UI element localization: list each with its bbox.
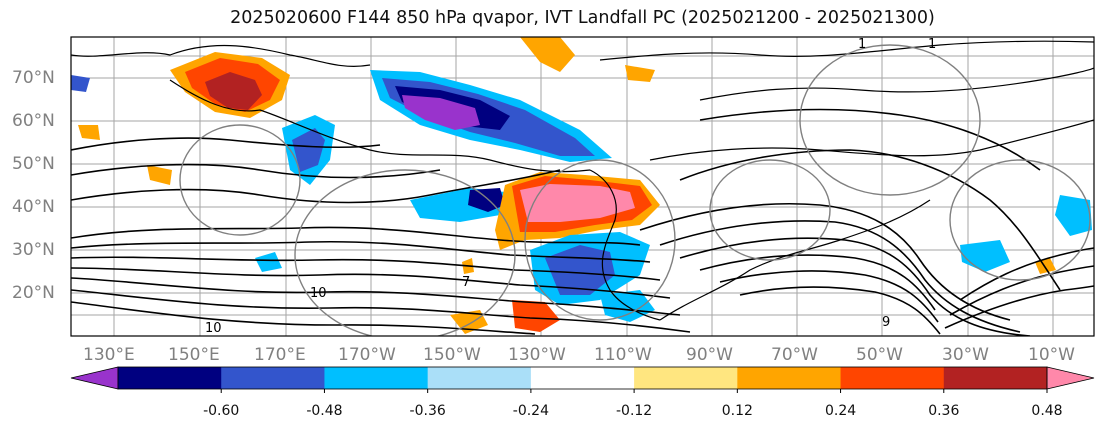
lat-tick-label: 30°N	[12, 240, 55, 260]
lat-tick-label: 20°N	[12, 283, 55, 303]
shade-darkred-bering	[205, 72, 262, 110]
shade-blue-siberia	[71, 75, 90, 92]
shade-orange-atl	[1035, 258, 1056, 274]
colorbar-tick-label: -0.48	[306, 403, 342, 419]
contour-label: 10	[205, 321, 222, 336]
colorbar-segment	[840, 367, 945, 389]
lon-tick-label: 50°W	[856, 345, 903, 365]
lon-tick-label: 150°E	[168, 345, 220, 365]
contour-label: 7	[462, 275, 470, 290]
lon-tick-label: 170°E	[254, 345, 306, 365]
lat-tick-label: 50°N	[12, 154, 55, 174]
lat-axis: 70°N 60°N 50°N 40°N 30°N 20°N	[12, 68, 55, 303]
lat-tick-label: 40°N	[12, 197, 55, 217]
map-title: 2025020600 F144 850 hPa qvapor, IVT Land…	[230, 8, 935, 28]
contour-label: 9	[882, 315, 890, 330]
shade-red-subtrop	[512, 300, 560, 332]
contour-label-group: 10 10 7 1 1 9	[205, 37, 936, 336]
colorbar-extend-low	[70, 366, 119, 390]
colorbar-tick-label: -0.36	[410, 403, 446, 419]
shade-cyan-atl2	[1055, 195, 1092, 236]
colorbar-segment	[530, 367, 635, 389]
lon-tick-label: 150°W	[423, 345, 481, 365]
map-frame	[70, 36, 1095, 337]
colorbar-segment	[427, 367, 532, 389]
colorbar-segment	[221, 367, 325, 389]
colorbar-tick-label: -0.24	[513, 403, 549, 419]
shade-cyan-pac-west	[255, 252, 282, 272]
colorbar-tick-label: 0.48	[1031, 403, 1062, 419]
colorbar-tick-label: 0.36	[928, 403, 959, 419]
shade-purple-gulf	[402, 95, 480, 130]
lat-tick-label: 70°N	[12, 68, 55, 88]
colorbar-outline	[117, 366, 1048, 390]
contour-lines	[71, 108, 1094, 336]
shading-layer	[71, 37, 1092, 334]
shade-orange-pac-west	[147, 165, 172, 185]
shade-blue-npac	[292, 128, 325, 172]
shade-orange-subtrop	[450, 310, 488, 334]
colorbar-tick-label: -0.12	[616, 403, 652, 419]
lon-tick-label: 90°W	[686, 345, 733, 365]
lon-tick-label: 170°W	[338, 345, 396, 365]
colorbar: -0.60 -0.48 -0.36 -0.24 -0.12 0.12 0.24 0.36 0.4…	[70, 366, 1095, 419]
contour-label: 1	[928, 37, 936, 52]
shade-pink-calif	[520, 184, 635, 222]
lon-tick-label: 110°W	[594, 345, 652, 365]
lon-tick-label: 130°E	[83, 345, 135, 365]
lon-tick-label: 70°W	[771, 345, 818, 365]
lat-tick-label: 60°N	[12, 111, 55, 131]
contour-label: 10	[310, 286, 327, 301]
colorbar-tick-label: -0.60	[203, 403, 239, 419]
colorbar-tick-label: 0.24	[825, 403, 856, 419]
contour-label: 1	[858, 37, 866, 52]
shade-orange-north	[520, 37, 575, 72]
lon-tick-label: 130°W	[508, 345, 566, 365]
gray-contours	[179, 44, 1091, 336]
colorbar-segment	[943, 367, 1048, 389]
colorbar-segment	[324, 367, 429, 389]
lon-axis: 130°E 150°E 170°E 170°W 150°W 130°W 110°…	[83, 345, 1075, 365]
shade-orange-arctic	[625, 65, 655, 82]
lon-tick-label: 10°W	[1028, 345, 1075, 365]
colorbar-tick-label: 0.12	[722, 403, 753, 419]
lon-tick-label: 30°W	[942, 345, 989, 365]
colorbar-segment	[118, 367, 222, 389]
shade-orange-siberia	[78, 125, 100, 140]
colorbar-extend-high	[1046, 366, 1095, 390]
colorbar-segment	[634, 367, 738, 389]
colorbar-segment	[737, 367, 842, 389]
